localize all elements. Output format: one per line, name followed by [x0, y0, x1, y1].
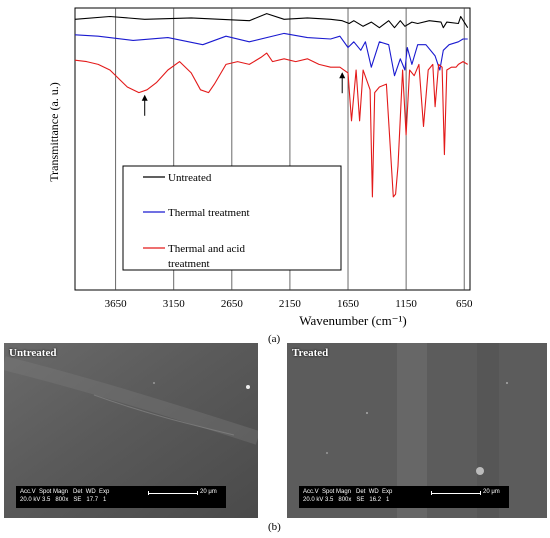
series-line-3: [74, 52, 468, 198]
x-tick-labels: 3650 3150 2650 2150 1650 1150 650: [105, 298, 473, 310]
x-tick-label: 650: [456, 298, 473, 310]
x-tick-label: 2150: [279, 298, 302, 310]
legend-label-3: Thermal and acid treatment: [168, 243, 245, 270]
series-line-2: [74, 32, 468, 77]
figure-a-caption: (a): [268, 333, 281, 345]
x-tick-label: 1650: [337, 298, 360, 310]
annotation-arrows: [141, 72, 346, 116]
plot-frame: [74, 7, 471, 291]
ftir-chart: 3650 3150 2650 2150 1650 1150 650 Wavenumber (…: [47, 7, 473, 328]
sem-databar-untreated: Acc.V Spot Magn Det WD Exp 20.0 kV 3.5 8…: [16, 486, 226, 508]
annotation-arrowhead-2: [339, 72, 346, 79]
x-tick-label: 2650: [221, 298, 244, 310]
x-tick-label: 3150: [163, 298, 186, 310]
scale-bar: [148, 491, 198, 495]
databar-line1: Acc.V Spot Magn Det WD Exp: [303, 489, 393, 495]
x-tick-label: 1150: [395, 298, 417, 310]
series-lines: [74, 13, 469, 198]
scale-bar-label: 20 μm: [200, 489, 217, 495]
sem-panel-treated: Treated Acc.V Spot Magn Det WD Exp 20.0 …: [287, 343, 547, 518]
sem-databar-treated: Acc.V Spot Magn Det WD Exp 20.0 kV 3.5 8…: [299, 486, 509, 508]
scale-bar-label: 20 μm: [483, 489, 500, 495]
y-axis-label: Transmittance (a. u.): [47, 82, 61, 182]
legend-label-1: Untreated: [168, 172, 212, 184]
figure-b-caption: (b): [268, 521, 281, 533]
sem-label-untreated: Untreated: [9, 347, 57, 359]
x-axis-label: Wavenumber (cm⁻¹): [299, 313, 407, 328]
series-line-1: [74, 13, 469, 29]
databar-line2: 20.0 kV 3.5 800x SE 16.2 1: [303, 497, 390, 503]
plot-area: [74, 7, 471, 291]
chart-legend: Untreated Thermal treatment Thermal and ac…: [122, 165, 342, 271]
legend-label-2: Thermal treatment: [168, 207, 250, 219]
sem-panel-untreated: Untreated Acc.V Spot Magn Det WD Exp 20.…: [4, 343, 258, 518]
x-tick-label: 3650: [105, 298, 128, 310]
databar-line2: 20.0 kV 3.5 800x SE 17.7 1: [20, 497, 107, 503]
databar-line1: Acc.V Spot Magn Det WD Exp: [20, 489, 110, 495]
scale-bar: [431, 491, 481, 495]
sem-label-treated: Treated: [292, 347, 329, 359]
annotation-arrowhead-1: [141, 94, 148, 101]
